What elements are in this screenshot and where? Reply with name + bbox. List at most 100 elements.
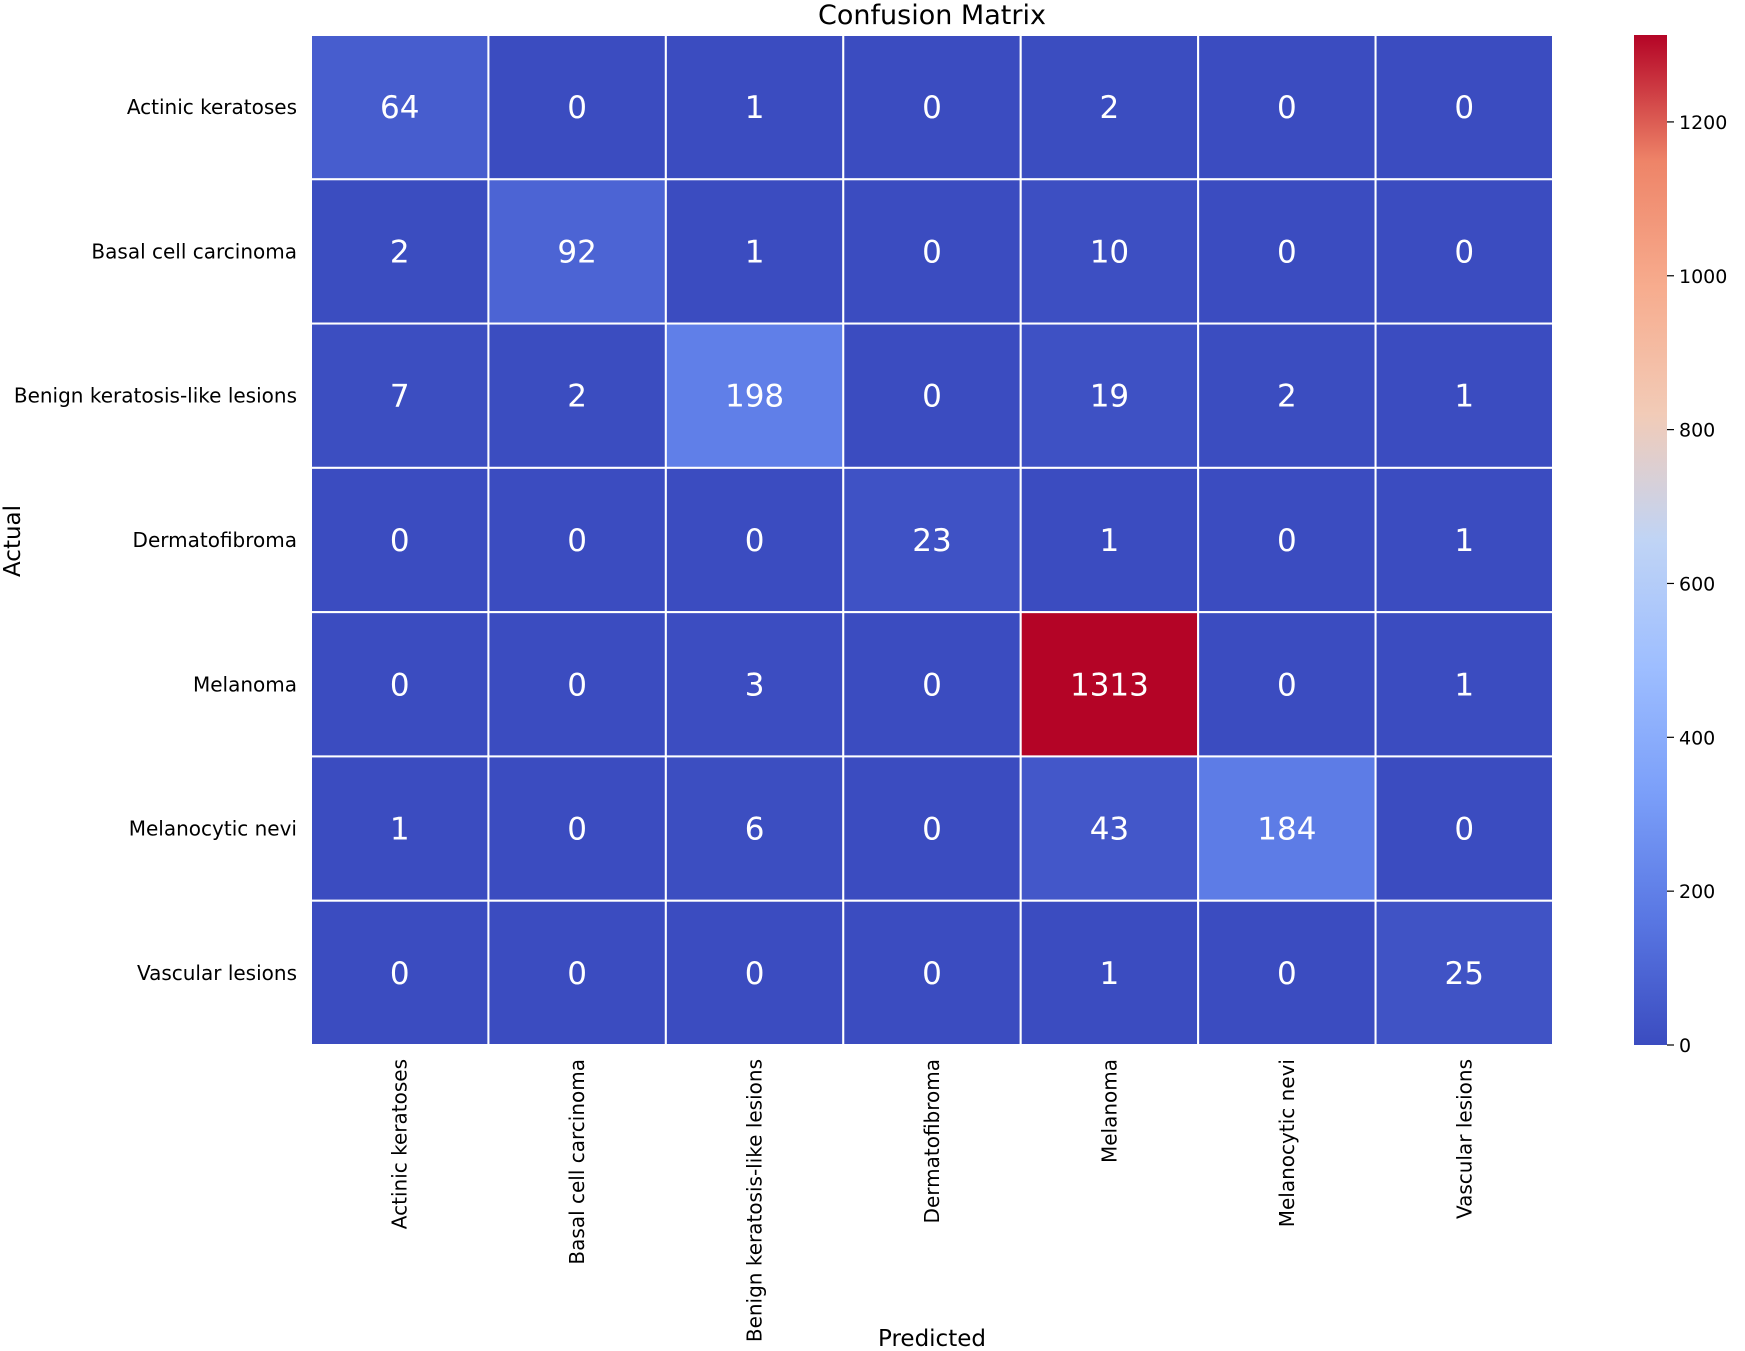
heatmap-cell bbox=[1197, 322, 1377, 469]
heatmap-cell bbox=[664, 34, 845, 181]
cell-value-label: 1 bbox=[1454, 667, 1474, 703]
cell-value-label: 1 bbox=[745, 90, 765, 126]
cell-value-label: 25 bbox=[1445, 956, 1484, 992]
colorbar-tick-label: 600 bbox=[1679, 573, 1715, 595]
colorbar-tick-label: 800 bbox=[1679, 420, 1715, 442]
x-tick-label: Melanocytic nevi bbox=[1275, 1059, 1299, 1227]
y-tick-label: Vascular lesions bbox=[137, 961, 297, 985]
cell-value-label: 2 bbox=[567, 379, 587, 415]
cell-value-label: 43 bbox=[1090, 812, 1129, 848]
heatmap-cell bbox=[1374, 755, 1554, 902]
cell-value-label: 0 bbox=[1277, 667, 1297, 703]
cell-value-label: 64 bbox=[380, 90, 419, 126]
cell-value-label: 0 bbox=[745, 523, 765, 559]
heatmap-cell bbox=[310, 34, 490, 181]
cell-value-label: 0 bbox=[1454, 812, 1474, 848]
cell-value-label: 0 bbox=[922, 379, 942, 415]
heatmap-cell bbox=[487, 322, 667, 469]
heatmap-cell bbox=[664, 322, 845, 469]
x-axis-title: Predicted bbox=[878, 1326, 986, 1351]
cell-value-label: 0 bbox=[1277, 956, 1297, 992]
heatmap-cell bbox=[310, 755, 490, 902]
cell-value-label: 2 bbox=[1100, 90, 1120, 126]
heatmap-cell bbox=[842, 755, 1022, 902]
heatmap-cell bbox=[1374, 899, 1554, 1047]
heatmap-cell bbox=[1019, 899, 1200, 1047]
cell-value-label: 7 bbox=[390, 379, 410, 415]
y-tick-label: Actinic keratoses bbox=[127, 95, 297, 119]
cell-value-label: 1 bbox=[390, 812, 410, 848]
heatmap-cell bbox=[664, 755, 845, 902]
heatmap-cell bbox=[1374, 466, 1554, 614]
chart-title: Confusion Matrix bbox=[818, 0, 1046, 31]
heatmap-cells bbox=[310, 34, 1554, 1047]
heatmap-cell bbox=[310, 611, 490, 758]
heatmap-cell bbox=[1019, 34, 1200, 181]
cell-value-label: 0 bbox=[567, 812, 587, 848]
heatmap-cell bbox=[1374, 178, 1554, 325]
heatmap-cell bbox=[842, 34, 1022, 181]
cell-value-label: 0 bbox=[390, 956, 410, 992]
x-tick-label: Melanoma bbox=[1097, 1059, 1121, 1163]
cell-value-label: 0 bbox=[922, 234, 942, 270]
y-tick-labels: Actinic keratoses Basal cell carcinoma Ben… bbox=[14, 95, 297, 985]
x-tick-label: Benign keratosis-like lesions bbox=[743, 1059, 767, 1342]
heatmap-cell-labels: 64 0 1 0 2 0 02 92 1 0 10 0 07 2 198 0 19 2 10 0 0 23 1 0 10 0 3 0 1… bbox=[380, 90, 1484, 992]
heatmap-cell bbox=[1374, 322, 1554, 469]
cell-value-label: 0 bbox=[567, 523, 587, 559]
x-tick-label: Basal cell carcinoma bbox=[565, 1059, 589, 1265]
heatmap-cell bbox=[842, 466, 1022, 614]
cell-value-label: 1 bbox=[1100, 523, 1120, 559]
cell-value-label: 3 bbox=[745, 667, 765, 703]
cell-value-label: 0 bbox=[1454, 90, 1474, 126]
heatmap-cell bbox=[842, 899, 1022, 1047]
cell-value-label: 0 bbox=[1277, 523, 1297, 559]
cell-value-label: 2 bbox=[1277, 379, 1297, 415]
cell-value-label: 0 bbox=[567, 90, 587, 126]
cell-value-label: 23 bbox=[912, 523, 951, 559]
y-tick-label: Melanoma bbox=[193, 672, 297, 696]
cell-value-label: 1 bbox=[1454, 523, 1474, 559]
cell-value-label: 0 bbox=[1277, 234, 1297, 270]
x-tick-label: Vascular lesions bbox=[1452, 1059, 1476, 1219]
colorbar-tick-label: 200 bbox=[1679, 881, 1715, 903]
heatmap-cell bbox=[1019, 322, 1200, 469]
cell-value-label: 0 bbox=[390, 667, 410, 703]
y-tick-label: Basal cell carcinoma bbox=[91, 239, 297, 263]
x-tick-label: Actinic keratoses bbox=[388, 1059, 412, 1229]
cell-value-label: 1 bbox=[1454, 379, 1474, 415]
cell-value-label: 0 bbox=[567, 667, 587, 703]
heatmap-cell bbox=[842, 322, 1022, 469]
colorbar-tick-label: 1200 bbox=[1679, 112, 1727, 134]
cell-value-label: 19 bbox=[1090, 379, 1129, 415]
heatmap-cell bbox=[1197, 34, 1377, 181]
cell-value-label: 1313 bbox=[1070, 667, 1149, 703]
x-tick-label: Dermatofibroma bbox=[920, 1059, 944, 1223]
colorbar bbox=[1634, 35, 1667, 1045]
heatmap-cell bbox=[1197, 466, 1377, 614]
heatmap-cell bbox=[310, 466, 490, 614]
heatmap-cell bbox=[664, 899, 845, 1047]
heatmap-cell bbox=[310, 899, 490, 1047]
cell-value-label: 0 bbox=[922, 812, 942, 848]
cell-value-label: 2 bbox=[390, 234, 410, 270]
cell-value-label: 0 bbox=[922, 667, 942, 703]
cell-value-label: 0 bbox=[745, 956, 765, 992]
heatmap-cell bbox=[1374, 611, 1554, 758]
cell-value-label: 0 bbox=[922, 90, 942, 126]
cell-value-label: 0 bbox=[390, 523, 410, 559]
cell-value-label: 0 bbox=[922, 956, 942, 992]
heatmap-cell bbox=[487, 466, 667, 614]
y-tick-label: Melanocytic nevi bbox=[129, 817, 297, 841]
y-tick-label: Benign keratosis-like lesions bbox=[14, 384, 297, 408]
heatmap-cell bbox=[1197, 899, 1377, 1047]
cell-value-label: 1 bbox=[1100, 956, 1120, 992]
cell-value-label: 6 bbox=[745, 812, 765, 848]
cell-value-label: 92 bbox=[557, 234, 596, 270]
cell-value-label: 10 bbox=[1090, 234, 1129, 270]
heatmap-cell bbox=[310, 178, 490, 325]
cell-value-label: 198 bbox=[725, 379, 784, 415]
heatmap-cell bbox=[1019, 755, 1200, 902]
y-tick-label: Dermatofibroma bbox=[133, 528, 297, 552]
cell-value-label: 0 bbox=[1277, 90, 1297, 126]
